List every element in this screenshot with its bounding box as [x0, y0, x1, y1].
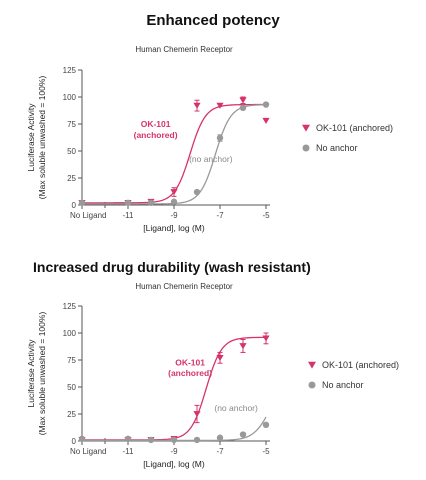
- y-tick-label: 125: [63, 302, 77, 311]
- x-axis-label: [Ligand], log (M): [143, 223, 205, 233]
- data-point-no_anchor: [124, 199, 132, 207]
- data-point-anchored: [170, 189, 178, 196]
- x-tick-label: -7: [216, 447, 224, 456]
- data-point-anchored: [239, 97, 247, 104]
- x-tick-label: -7: [216, 211, 224, 220]
- chart-enhanced-potency: Human Chemerin Receptor 0 25 50 75 100 125 No L…: [26, 45, 393, 233]
- fit-curve-anchored: [82, 336, 267, 441]
- y-tick-label: 0: [72, 437, 77, 446]
- data-point-no_anchor: [239, 431, 247, 438]
- section-heading-enhanced-potency: Enhanced potency: [146, 12, 280, 29]
- y-axis-label-secondary: (Max soluble unwashed = 100%): [37, 76, 47, 200]
- data-point-no_anchor: [216, 434, 224, 441]
- data-point-no_anchor: [216, 134, 224, 142]
- data-point-anchored: [216, 354, 224, 362]
- data-point-no_anchor: [147, 199, 155, 207]
- y-tick-label: 100: [63, 93, 77, 102]
- y-tick-label: 100: [63, 329, 77, 338]
- legend-label-no_anchor: No anchor: [322, 380, 364, 390]
- y-tick-label: 25: [67, 174, 76, 183]
- data-point-no_anchor: [170, 198, 178, 205]
- x-tick-label: -5: [262, 211, 270, 220]
- annotation-anchored: (anchored): [168, 368, 212, 378]
- data-point-anchored: [216, 102, 224, 109]
- x-tick-label: -9: [170, 211, 178, 220]
- y-tick-label: 25: [67, 410, 76, 419]
- data-point-anchored: [193, 411, 201, 418]
- data-point-anchored: [170, 435, 178, 443]
- chart-title: Human Chemerin Receptor: [135, 45, 233, 54]
- data-point-no_anchor: [193, 436, 201, 444]
- y-axis-label-secondary: (Max soluble unwashed = 100%): [37, 312, 47, 436]
- legend-marker-no-anchor: [302, 144, 310, 152]
- data-point-no_anchor: [78, 199, 86, 207]
- data-point-no_anchor: [262, 421, 270, 428]
- x-tick-label: No Ligand: [70, 447, 106, 456]
- annotation-anchored: OK-101: [175, 357, 205, 367]
- data-point-anchored: [78, 437, 86, 444]
- y-tick-label: 75: [67, 120, 76, 129]
- y-tick-label: 75: [67, 356, 76, 365]
- annotation-no_anchor: (no anchor): [189, 154, 233, 164]
- y-tick-label: 125: [63, 66, 77, 75]
- legend-label-anchored: OK-101 (anchored): [322, 360, 399, 370]
- annotation-anchored: (anchored): [134, 130, 178, 140]
- data-point-no_anchor: [262, 101, 270, 108]
- y-tick-label: 50: [67, 147, 76, 156]
- x-tick-label: -5: [262, 447, 270, 456]
- data-point-anchored: [147, 437, 155, 444]
- data-point-anchored: [124, 437, 132, 444]
- data-point-no_anchor: [170, 436, 178, 444]
- y-tick-label: 50: [67, 383, 76, 392]
- fit-curve-no_anchor: [82, 416, 267, 442]
- annotation-no_anchor: (no anchor): [214, 403, 258, 413]
- x-axis-label: [Ligand], log (M): [143, 459, 205, 469]
- legend-label-anchored: OK-101 (anchored): [316, 123, 393, 133]
- data-point-no_anchor: [147, 436, 155, 444]
- data-point-anchored: [262, 335, 270, 342]
- data-point-anchored: [239, 343, 247, 350]
- x-tick-label: -9: [170, 447, 178, 456]
- legend-label-no_anchor: No anchor: [316, 143, 358, 153]
- x-tick-label: No Ligand: [70, 211, 106, 220]
- data-point-no_anchor: [239, 104, 247, 112]
- x-tick-label: -11: [123, 211, 135, 220]
- chart-title: Human Chemerin Receptor: [135, 282, 233, 291]
- y-tick-label: 0: [72, 201, 77, 210]
- y-axis-label: Luciferase Activity: [26, 339, 36, 408]
- x-tick-label: -11: [123, 447, 135, 456]
- data-point-anchored: [193, 102, 201, 109]
- legend-marker-anchored: [302, 124, 310, 132]
- data-point-no_anchor: [78, 435, 86, 443]
- y-axis-label: Luciferase Activity: [26, 103, 36, 172]
- legend-marker-no-anchor: [308, 381, 316, 389]
- legend-marker-anchored: [308, 361, 316, 369]
- data-point-no_anchor: [193, 188, 201, 196]
- data-point-anchored: [262, 117, 270, 124]
- data-point-no_anchor: [124, 435, 132, 443]
- annotation-anchored: OK-101: [141, 119, 171, 129]
- section-heading-drug-durability: Increased drug durability (wash resistan…: [33, 259, 311, 275]
